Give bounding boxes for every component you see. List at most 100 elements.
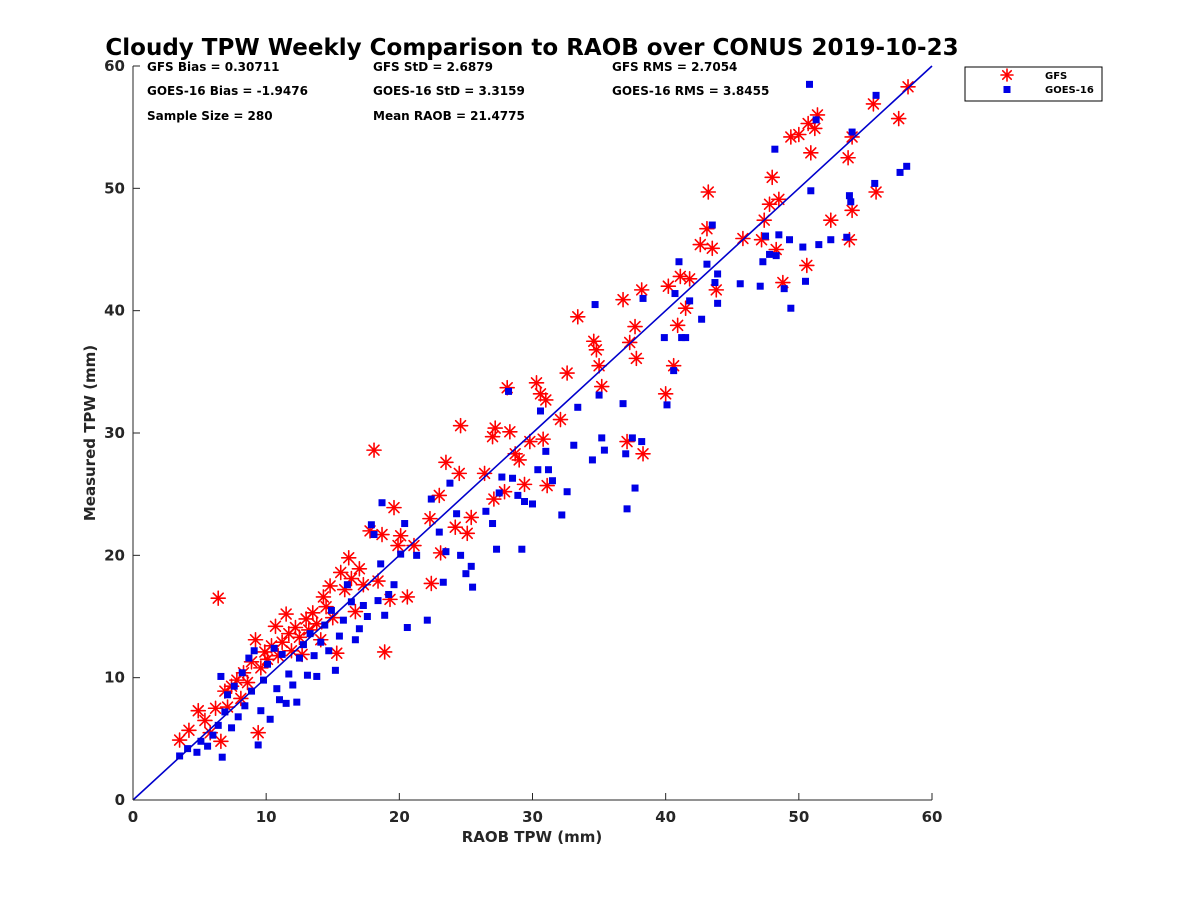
goes-16-point <box>670 367 678 375</box>
stat-text: Mean RAOB = 21.4775 <box>373 109 525 123</box>
gfs-point <box>447 519 464 535</box>
goes-16-point <box>457 551 465 559</box>
goes-16-point <box>638 438 646 446</box>
goes-16-point <box>214 721 222 729</box>
y-tick-label: 40 <box>104 302 125 320</box>
gfs-point <box>588 342 605 358</box>
gfs-point <box>559 365 575 381</box>
goes-16-point <box>591 301 599 309</box>
goes-16-point <box>295 654 303 662</box>
goes-16-point <box>714 299 722 307</box>
x-axis-title: RAOB TPW (mm) <box>462 828 603 846</box>
gfs-point <box>538 392 554 408</box>
goes-16-point <box>766 250 774 258</box>
goes-16-point <box>827 236 835 244</box>
goes-16-point <box>303 671 311 679</box>
goes-16-point <box>238 669 246 677</box>
gfs-point <box>486 491 502 507</box>
goes-16-point <box>631 484 639 492</box>
gfs-point <box>635 445 651 462</box>
gfs-point <box>207 700 224 717</box>
gfs-point <box>868 184 884 200</box>
goes-16-point <box>299 641 307 649</box>
x-tick-label: 0 <box>128 808 138 826</box>
gfs-point <box>250 724 266 741</box>
goes-16-point <box>241 702 249 710</box>
goes-16-point <box>787 304 795 312</box>
gfs-point <box>764 169 781 186</box>
goes-16-point <box>413 551 421 559</box>
goes-16-point <box>678 334 686 342</box>
gfs-point <box>669 317 686 334</box>
goes-16-point <box>521 498 529 506</box>
gfs-point <box>761 196 778 213</box>
gfs-point <box>322 578 338 594</box>
stat-text: Sample Size = 280 <box>147 109 273 123</box>
gfs-point <box>484 428 501 445</box>
goes-16-point <box>193 748 201 756</box>
gfs-point <box>569 308 586 325</box>
goes-16-point <box>845 192 853 200</box>
goes-16-point <box>370 531 378 539</box>
goes-16-point <box>184 745 192 753</box>
goes-16-point <box>359 601 367 609</box>
goes-16-series <box>176 80 911 761</box>
one-to-one-reference-line <box>132 65 933 801</box>
goes-16-point <box>812 116 820 124</box>
goes-16-point <box>548 477 556 485</box>
goes-16-point <box>498 473 506 481</box>
goes-16-point <box>493 545 501 553</box>
goes-16-point <box>756 282 764 290</box>
gfs-point <box>511 452 527 468</box>
goes-16-point <box>285 670 293 678</box>
legend-goes-16-marker <box>1003 86 1011 93</box>
stat-text: GFS StD = 2.6879 <box>373 60 493 74</box>
goes-16-point <box>306 630 314 638</box>
goes-16-point <box>686 297 694 305</box>
goes-16-point <box>217 672 225 680</box>
gfs-point <box>392 527 409 544</box>
goes-16-point <box>660 334 668 342</box>
goes-16-point <box>639 294 647 302</box>
goes-16-point <box>435 528 443 536</box>
gfs-point <box>406 537 422 554</box>
gfs-point <box>451 465 468 482</box>
goes-16-point <box>234 713 242 721</box>
gfs-point <box>278 606 294 622</box>
goes-16-point <box>221 708 229 716</box>
y-tick-label: 50 <box>104 179 125 197</box>
gfs-point <box>390 537 406 554</box>
gfs-point <box>771 191 787 208</box>
goes-16-point <box>325 647 333 655</box>
goes-16-point <box>698 315 706 323</box>
x-tick-label: 50 <box>788 808 809 826</box>
gfs-point <box>528 375 545 391</box>
gfs-point <box>343 570 360 587</box>
gfs-point <box>890 110 907 127</box>
x-tick-label: 10 <box>256 808 277 826</box>
gfs-point <box>351 560 368 577</box>
goes-16-point <box>331 666 339 674</box>
goes-16-point <box>711 279 719 287</box>
gfs-point <box>700 184 717 200</box>
goes-16-point <box>266 715 274 723</box>
goes-16-point <box>423 616 431 624</box>
goes-16-point <box>224 691 232 699</box>
gfs-point <box>399 589 416 605</box>
goes-16-point <box>574 403 582 411</box>
goes-16-point <box>439 578 447 586</box>
goes-16-point <box>385 590 393 598</box>
gfs-point <box>347 603 364 620</box>
x-tick-label: 20 <box>389 808 410 826</box>
goes-16-point <box>482 507 490 515</box>
goes-16-point <box>536 407 544 415</box>
gfs-point <box>247 631 264 648</box>
gfs-point <box>370 573 386 589</box>
gfs-point <box>615 291 631 308</box>
gfs-point <box>213 733 229 750</box>
legend-gfs-label: GFS <box>1045 71 1067 82</box>
gfs-point <box>376 644 393 660</box>
goes-16-point <box>381 611 389 619</box>
